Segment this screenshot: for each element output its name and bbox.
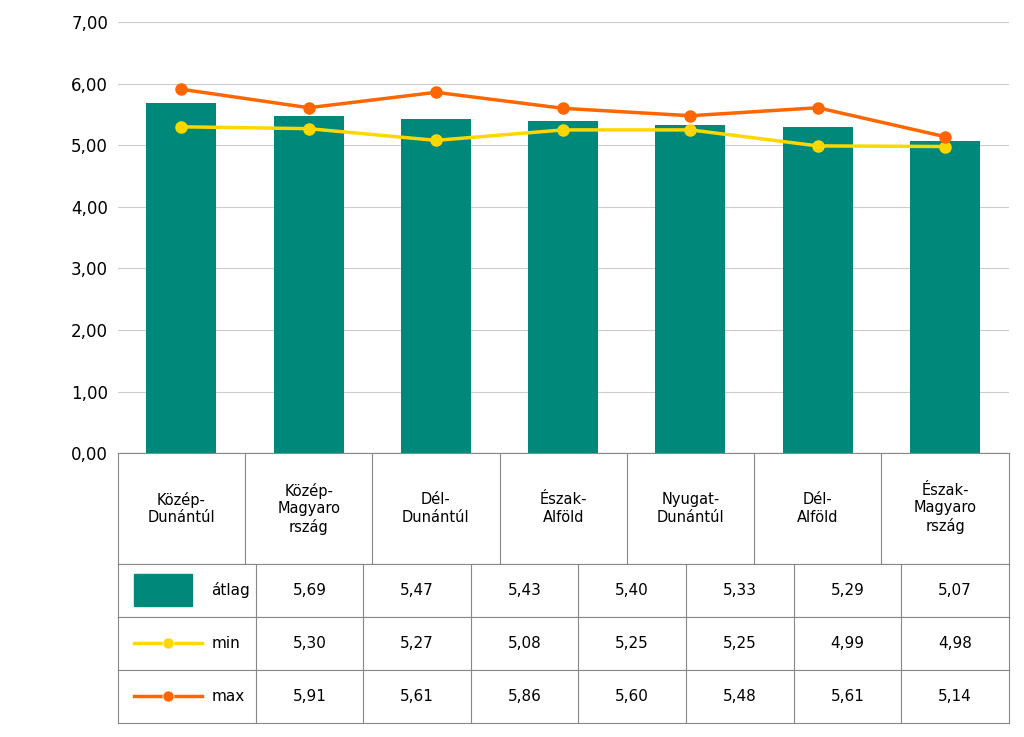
Text: 5,08: 5,08 [508, 636, 542, 651]
Bar [273, 116, 344, 453]
Text: Dél-
Alföld: Dél- Alföld [797, 492, 839, 525]
Text: 5,29: 5,29 [830, 583, 864, 598]
Text: Észak-
Alföld: Észak- Alföld [540, 492, 587, 525]
Text: Közép-
Magyaro
rszág: Közép- Magyaro rszág [278, 483, 340, 534]
Bar [401, 119, 471, 453]
Text: 5,25: 5,25 [615, 636, 649, 651]
Text: 5,30: 5,30 [293, 636, 327, 651]
Text: 5,48: 5,48 [723, 689, 757, 704]
Text: 5,07: 5,07 [938, 583, 972, 598]
Bar [655, 125, 725, 453]
Bar [134, 574, 191, 607]
Text: átlag: átlag [211, 582, 250, 598]
Text: 5,40: 5,40 [615, 583, 649, 598]
Text: 5,60: 5,60 [615, 689, 649, 704]
Text: 5,91: 5,91 [293, 689, 327, 704]
Text: Dél-
Dunántúl: Dél- Dunántúl [402, 492, 470, 525]
Text: 4,99: 4,99 [830, 636, 864, 651]
Text: max: max [211, 689, 245, 704]
Text: 5,25: 5,25 [723, 636, 757, 651]
Text: 5,86: 5,86 [508, 689, 542, 704]
Bar [146, 102, 216, 453]
Text: 5,43: 5,43 [508, 583, 542, 598]
Text: min: min [211, 636, 240, 651]
Text: 5,61: 5,61 [830, 689, 864, 704]
Text: 5,33: 5,33 [723, 583, 757, 598]
Text: 5,14: 5,14 [938, 689, 972, 704]
Text: Nyugat-
Dunántúl: Nyugat- Dunántúl [656, 492, 724, 525]
Bar [782, 128, 853, 453]
Text: Észak-
Magyaro
rszág: Észak- Magyaro rszág [913, 483, 977, 534]
Text: Közép-
Dunántúl: Közép- Dunántúl [147, 492, 215, 525]
Text: 5,61: 5,61 [400, 689, 434, 704]
Text: 5,47: 5,47 [400, 583, 434, 598]
Text: 4,98: 4,98 [938, 636, 972, 651]
Bar [910, 141, 980, 453]
Text: 5,69: 5,69 [293, 583, 327, 598]
Bar [528, 121, 598, 453]
Text: 5,27: 5,27 [400, 636, 434, 651]
